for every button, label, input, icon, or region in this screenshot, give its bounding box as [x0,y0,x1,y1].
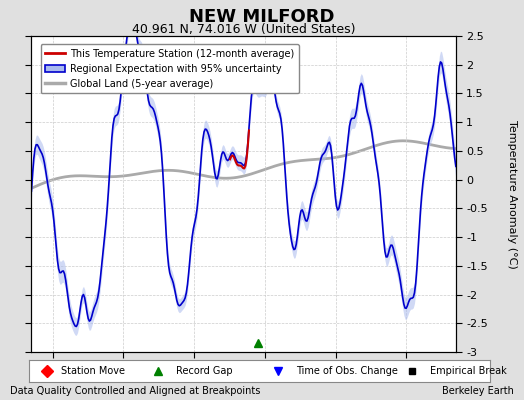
Text: NEW MILFORD: NEW MILFORD [189,8,335,26]
Y-axis label: Temperature Anomaly (°C): Temperature Anomaly (°C) [507,120,518,268]
Text: Time of Obs. Change: Time of Obs. Change [296,366,398,376]
Title: 40.961 N, 74.016 W (United States): 40.961 N, 74.016 W (United States) [132,23,355,36]
Text: Record Gap: Record Gap [177,366,233,376]
Text: Data Quality Controlled and Aligned at Breakpoints: Data Quality Controlled and Aligned at B… [10,386,261,396]
Text: Berkeley Earth: Berkeley Earth [442,386,514,396]
Text: Station Move: Station Move [61,366,125,376]
Legend: This Temperature Station (12-month average), Regional Expectation with 95% uncer: This Temperature Station (12-month avera… [40,44,299,94]
Text: Empirical Break: Empirical Break [430,366,507,376]
